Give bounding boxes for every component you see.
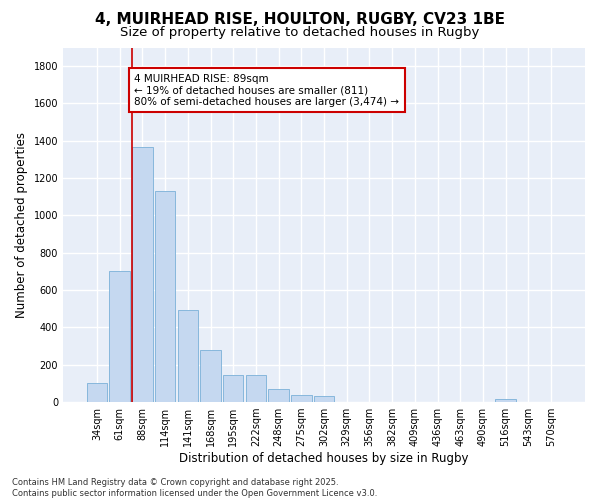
Bar (178, 310, 198, 402)
Bar (109, 270, 130, 402)
Bar (200, 350, 221, 402)
Bar (496, 398, 516, 402)
Text: 4, MUIRHEAD RISE, HOULTON, RUGBY, CV23 1BE: 4, MUIRHEAD RISE, HOULTON, RUGBY, CV23 1… (95, 12, 505, 28)
Bar (87, 384, 107, 402)
X-axis label: Distribution of detached houses by size in Rugby: Distribution of detached houses by size … (179, 452, 469, 465)
Text: Size of property relative to detached houses in Rugby: Size of property relative to detached ho… (121, 26, 479, 39)
Bar (155, 191, 175, 402)
Bar (314, 396, 334, 402)
Bar (245, 375, 266, 402)
Y-axis label: Number of detached properties: Number of detached properties (15, 132, 28, 318)
Bar (223, 375, 244, 402)
Bar (291, 395, 311, 402)
Text: Contains HM Land Registry data © Crown copyright and database right 2025.
Contai: Contains HM Land Registry data © Crown c… (12, 478, 377, 498)
Bar (132, 148, 152, 402)
Text: 4 MUIRHEAD RISE: 89sqm
← 19% of detached houses are smaller (811)
80% of semi-de: 4 MUIRHEAD RISE: 89sqm ← 19% of detached… (134, 74, 400, 107)
Bar (268, 390, 289, 402)
